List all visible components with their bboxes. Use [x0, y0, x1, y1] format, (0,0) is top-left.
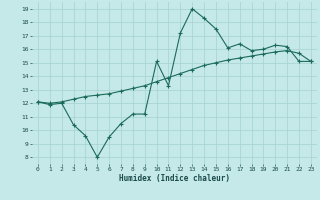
X-axis label: Humidex (Indice chaleur): Humidex (Indice chaleur) [119, 174, 230, 183]
